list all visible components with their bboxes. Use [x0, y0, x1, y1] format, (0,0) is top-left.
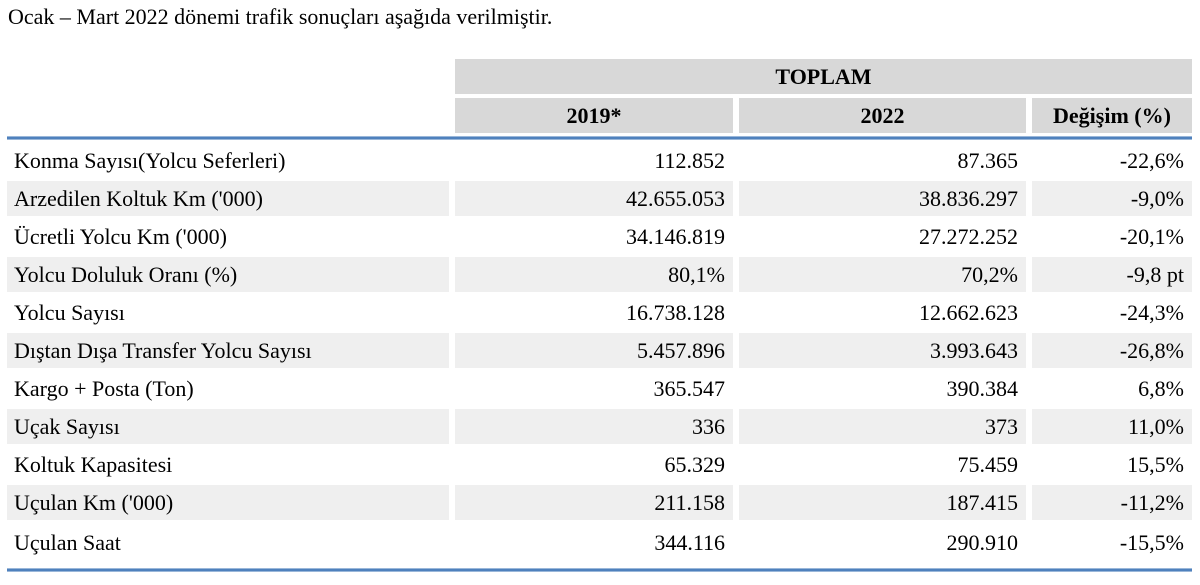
header-divider-rule — [7, 136, 1192, 140]
row-label: Yolcu Doluluk Oranı (%) — [7, 257, 449, 292]
value-change: -20,1% — [1119, 223, 1184, 249]
value-change: -15,5% — [1119, 530, 1184, 555]
value-2022: 27.272.252 — [919, 223, 1018, 249]
row-label: Kargo + Posta (Ton) — [14, 375, 194, 401]
value-2022: 3.993.643 — [739, 333, 1026, 368]
table-row: Koltuk Kapasitesi 65.329 75.459 15,5% — [7, 447, 1192, 482]
value-2019: 34.146.819 — [626, 223, 725, 249]
table-column-header-row: 2019* 2022 Değişim (%) — [7, 98, 1192, 133]
value-2019: 65.329 — [664, 451, 726, 477]
table-row: Uçak Sayısı 336 373 11,0% — [7, 409, 1192, 444]
table-group-header-row: TOPLAM — [7, 59, 1192, 94]
value-change: 11,0% — [1032, 409, 1192, 444]
table-body: Konma Sayısı(Yolcu Seferleri) 112.852 87… — [7, 143, 1192, 562]
value-2022: 187.415 — [739, 485, 1026, 520]
group-header-toplam: TOPLAM — [455, 59, 1192, 94]
table-row: Dıştan Dışa Transfer Yolcu Sayısı 5.457.… — [7, 333, 1192, 368]
value-change: -9,0% — [1032, 181, 1192, 216]
value-2019: 344.116 — [654, 530, 725, 555]
table-bottom-rule — [7, 568, 1192, 572]
row-label: Konma Sayısı(Yolcu Seferleri) — [14, 147, 286, 173]
value-2019: 112.852 — [654, 147, 725, 173]
value-2019: 16.738.128 — [626, 299, 725, 325]
column-header-2022: 2022 — [739, 98, 1026, 133]
header-spacer — [7, 98, 449, 133]
row-label: Yolcu Sayısı — [14, 299, 125, 325]
value-change: -26,8% — [1032, 333, 1192, 368]
table-row: Yolcu Doluluk Oranı (%) 80,1% 70,2% -9,8… — [7, 257, 1192, 292]
row-label: Arzedilen Koltuk Km ('000) — [7, 181, 449, 216]
row-label: Dıştan Dışa Transfer Yolcu Sayısı — [7, 333, 449, 368]
value-2022: 12.662.623 — [919, 299, 1018, 325]
table-row: Arzedilen Koltuk Km ('000) 42.655.053 38… — [7, 181, 1192, 216]
table-row: Kargo + Posta (Ton) 365.547 390.384 6,8% — [7, 371, 1192, 406]
value-2019: 365.547 — [653, 375, 726, 401]
header-spacer — [7, 59, 449, 94]
value-2022: 373 — [739, 409, 1026, 444]
table-row: Uçulan Saat 344.116 290.910 -15,5% — [7, 524, 1192, 562]
value-2022: 290.910 — [946, 530, 1019, 555]
value-2019: 5.457.896 — [455, 333, 733, 368]
value-change: -9,8 pt — [1032, 257, 1192, 292]
row-label: Uçak Sayısı — [7, 409, 449, 444]
value-change: 15,5% — [1127, 451, 1184, 477]
value-2022: 75.459 — [957, 451, 1019, 477]
value-2019: 42.655.053 — [455, 181, 733, 216]
value-2019: 80,1% — [455, 257, 733, 292]
column-header-change: Değişim (%) — [1032, 98, 1192, 133]
table-row: Ücretli Yolcu Km ('000) 34.146.819 27.27… — [7, 219, 1192, 254]
value-2022: 87.365 — [957, 147, 1019, 173]
value-2019: 336 — [455, 409, 733, 444]
value-change: -22,6% — [1119, 147, 1184, 173]
row-label: Uçulan Saat — [14, 530, 121, 555]
traffic-results-table: TOPLAM 2019* 2022 Değişim (%) Konma Sayı… — [7, 59, 1192, 572]
table-row: Konma Sayısı(Yolcu Seferleri) 112.852 87… — [7, 143, 1192, 178]
row-label: Koltuk Kapasitesi — [14, 451, 173, 477]
table-row: Uçulan Km ('000) 211.158 187.415 -11,2% — [7, 485, 1192, 520]
value-2019: 211.158 — [455, 485, 733, 520]
row-label: Uçulan Km ('000) — [7, 485, 449, 520]
value-2022: 70,2% — [739, 257, 1026, 292]
value-change: 6,8% — [1138, 375, 1184, 401]
value-2022: 38.836.297 — [739, 181, 1026, 216]
page-title: Ocak – Mart 2022 dönemi trafik sonuçları… — [8, 4, 553, 29]
value-change: -24,3% — [1119, 299, 1184, 325]
table-row: Yolcu Sayısı 16.738.128 12.662.623 -24,3… — [7, 295, 1192, 330]
value-change: -11,2% — [1032, 485, 1192, 520]
row-label: Ücretli Yolcu Km ('000) — [14, 223, 227, 249]
value-2022: 390.384 — [946, 375, 1019, 401]
column-header-2019: 2019* — [455, 98, 733, 133]
